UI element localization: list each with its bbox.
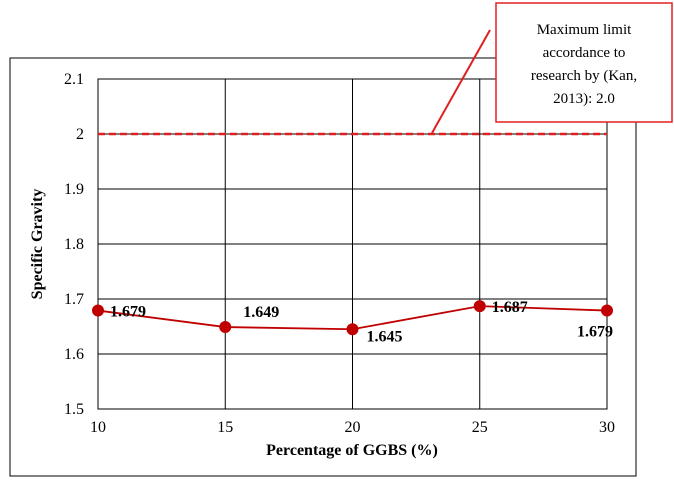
- data-labels: 1.679 1.649 1.645 1.687 1.679: [110, 299, 613, 345]
- x-tick-label: 20: [345, 419, 361, 436]
- annotation-line: Maximum limit: [537, 22, 632, 38]
- data-label: 1.687: [492, 299, 528, 316]
- data-point: [92, 304, 104, 317]
- data-label: 1.649: [243, 304, 279, 321]
- y-axis-ticks: 1.5 1.6 1.7 1.8 1.9 2 2.1: [64, 71, 84, 418]
- y-tick-label: 1.6: [64, 346, 84, 363]
- y-tick-label: 1.5: [64, 401, 84, 418]
- data-label: 1.679: [110, 304, 146, 321]
- y-tick-label: 1.9: [64, 181, 84, 198]
- plot-area-border: [97, 78, 608, 410]
- data-points: [92, 300, 613, 336]
- data-label: 1.645: [367, 328, 403, 345]
- x-axis-title: Percentage of GGBS (%): [266, 442, 438, 459]
- y-tick-label: 1.7: [64, 291, 84, 308]
- data-label: 1.679: [577, 324, 613, 341]
- x-tick-label: 15: [217, 419, 233, 436]
- annotation-text: Maximum limit accordance to research by (K…: [531, 22, 637, 107]
- annotation-leader-line: [431, 29, 491, 134]
- annotation-line: research by (Kan,: [531, 68, 637, 84]
- y-tick-label: 2.1: [64, 71, 84, 88]
- x-tick-label: 25: [472, 419, 488, 436]
- data-point: [601, 304, 613, 317]
- data-point: [219, 321, 232, 334]
- annotation-box: [495, 2, 673, 123]
- y-tick-label: 1.8: [64, 236, 84, 253]
- annotation-line: 2013): 2.0: [553, 91, 615, 107]
- chart-area-border: [9, 57, 637, 477]
- x-tick-label: 30: [599, 419, 615, 436]
- y-axis-title: Specific Gravity: [29, 189, 46, 300]
- y-tick-label: 2: [76, 126, 84, 143]
- x-tick-label: 10: [90, 419, 106, 436]
- annotation-line: accordance to: [543, 45, 626, 61]
- x-axis-ticks: 10 15 20 25 30: [90, 419, 615, 436]
- data-point: [346, 323, 359, 336]
- data-point: [473, 300, 486, 313]
